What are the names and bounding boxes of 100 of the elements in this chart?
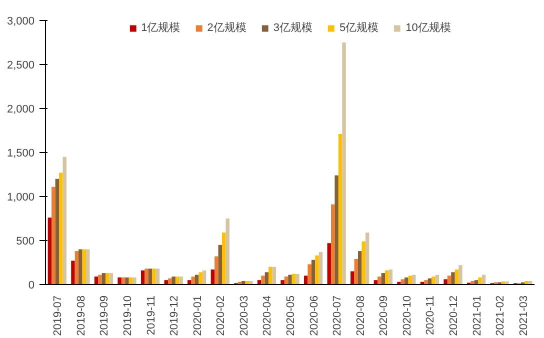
bar <box>378 276 382 284</box>
x-tick-label: 2019-08 <box>75 295 88 336</box>
bar <box>148 268 152 284</box>
bar <box>524 280 528 284</box>
legend-label: 5亿规模 <box>340 21 379 35</box>
x-tick-label: 2019-11 <box>145 295 158 336</box>
bar <box>327 243 331 284</box>
x-tick-label: 2021-03 <box>518 295 530 336</box>
bar <box>447 276 452 284</box>
bar <box>280 280 284 284</box>
bar <box>214 256 218 284</box>
bar <box>365 232 370 284</box>
y-tick-label: 3,000 <box>6 16 35 28</box>
bar <box>268 266 272 284</box>
y-tick-label: 1,000 <box>6 192 35 204</box>
bar <box>118 277 122 284</box>
bar <box>98 274 102 284</box>
bar <box>388 270 392 284</box>
legend-label: 1亿规模 <box>141 21 180 35</box>
y-tick-label: 2,500 <box>6 60 35 72</box>
bar <box>71 260 75 284</box>
y-tick-label: 500 <box>16 236 35 248</box>
bar <box>125 277 129 284</box>
bar <box>432 276 436 284</box>
bar <box>478 277 482 284</box>
bar <box>330 204 335 284</box>
x-tick-label: 2020-09 <box>378 295 390 336</box>
bar <box>62 156 66 284</box>
x-tick-label: 2019-10 <box>122 295 134 336</box>
bar <box>444 279 448 284</box>
bar <box>106 273 110 284</box>
bar <box>458 265 462 284</box>
bar <box>144 268 148 284</box>
bar <box>334 175 338 284</box>
y-tick-label: 0 <box>28 280 35 292</box>
x-tick-label: 2020-06 <box>308 295 320 336</box>
bar <box>424 280 428 284</box>
bar <box>308 264 312 284</box>
x-tick-label: 2019-12 <box>168 295 181 336</box>
x-tick-label: 2019-07 <box>52 295 64 336</box>
bar <box>179 276 183 284</box>
bar <box>451 272 455 284</box>
bar <box>296 274 300 284</box>
y-tick-label: 2,000 <box>6 104 35 116</box>
bar <box>288 274 292 284</box>
bar <box>78 249 82 284</box>
bar <box>242 280 246 284</box>
bar <box>152 268 156 284</box>
bar <box>222 232 226 284</box>
legend-label: 10亿规模 <box>406 21 451 35</box>
bar <box>311 260 316 284</box>
bar <box>408 276 412 284</box>
bar <box>381 273 386 284</box>
x-tick-label: 2020-04 <box>262 295 274 336</box>
x-tick-label: 2021-02 <box>494 295 507 336</box>
x-tick-label: 2020-08 <box>354 295 367 336</box>
bar <box>156 268 160 284</box>
bar <box>82 249 86 284</box>
bar <box>261 276 265 284</box>
bar <box>140 270 145 284</box>
legend-label: 3亿规模 <box>273 21 312 35</box>
bar <box>202 270 206 284</box>
x-tick-label: 2020-12 <box>448 295 460 336</box>
x-tick-label: 2020-05 <box>285 295 297 336</box>
bar <box>358 251 362 284</box>
x-tick-label: 2020-11 <box>424 295 437 336</box>
bar <box>198 272 202 284</box>
bar <box>272 266 276 284</box>
x-tick-label: 2020-02 <box>215 295 228 336</box>
bar <box>48 218 52 284</box>
y-tick-label: 1,500 <box>6 148 35 160</box>
x-tick-label: 2020-01 <box>192 295 204 336</box>
x-tick-label: 2020-07 <box>332 295 344 336</box>
bar <box>454 270 459 284</box>
bar <box>404 277 408 284</box>
bar <box>342 42 346 284</box>
bar <box>218 244 222 284</box>
bar <box>188 280 192 284</box>
bar <box>385 270 389 284</box>
x-tick-label: 2019-09 <box>98 295 111 336</box>
bar <box>264 272 269 284</box>
bar <box>304 276 308 284</box>
x-tick-label: 2020-03 <box>238 295 250 336</box>
x-tick-label: 2021-01 <box>471 295 484 336</box>
bar <box>74 251 79 284</box>
bar <box>362 241 366 284</box>
bar <box>338 134 342 284</box>
bar <box>102 273 106 284</box>
legend-label: 2亿规模 <box>207 21 246 35</box>
bar <box>172 276 176 284</box>
bar <box>470 280 474 284</box>
bar <box>315 255 319 284</box>
bar <box>132 277 136 284</box>
bar <box>350 271 354 284</box>
bar <box>318 252 323 284</box>
bar <box>354 258 358 284</box>
bar <box>59 172 63 284</box>
bar <box>52 186 56 284</box>
bar <box>210 270 215 284</box>
bar <box>226 218 230 284</box>
